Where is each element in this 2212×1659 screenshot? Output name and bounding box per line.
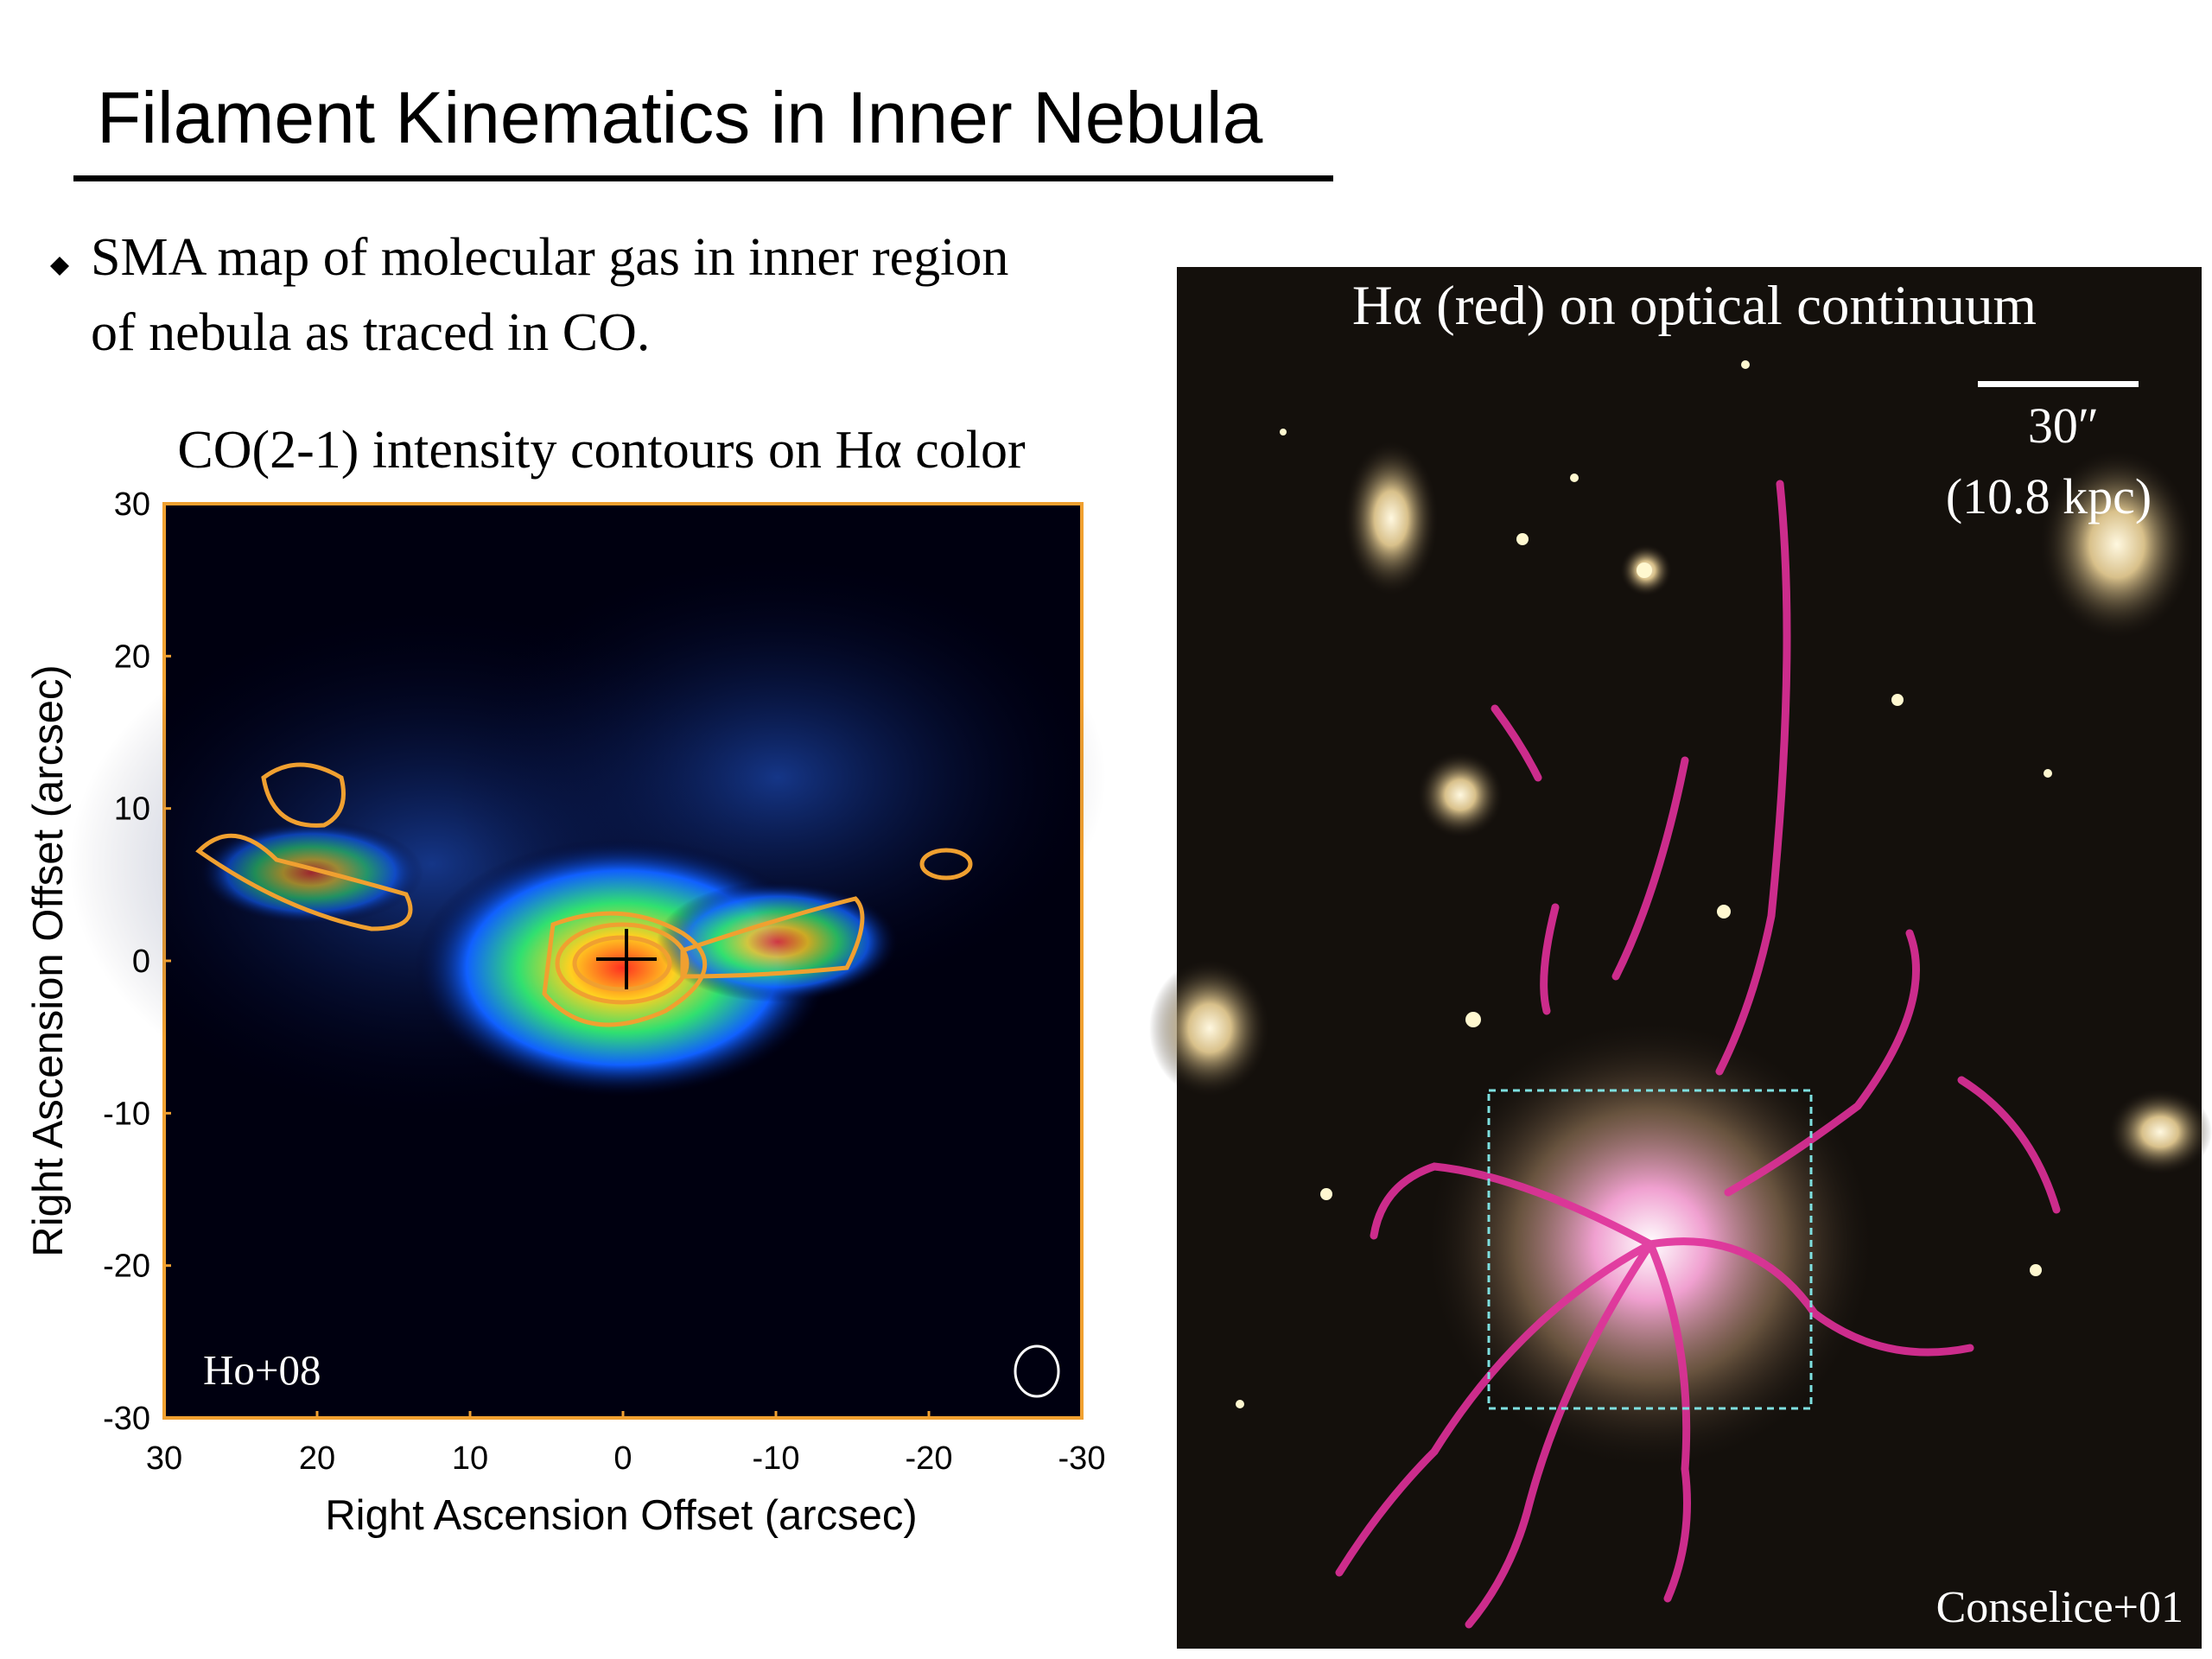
credit: Ho+08 [203, 1346, 321, 1394]
x-tick-label: 20 [299, 1440, 335, 1477]
y-tick-label: -20 [103, 1249, 150, 1285]
credit: Conselice+01 [1936, 1583, 2183, 1632]
x-tick-label: -30 [1058, 1440, 1106, 1477]
optical-image [1149, 267, 2212, 1649]
x-tick-label: 10 [452, 1440, 488, 1477]
scale-label: 30″ [2028, 397, 2099, 454]
y-axis-label: Right Ascension Offset (arcsec) [25, 664, 72, 1256]
x-tick-label: 30 [146, 1440, 182, 1477]
image-caption: Hα (red) on optical continuum [1352, 275, 2037, 337]
co-map [69, 502, 1106, 1420]
y-tick-label: 30 [114, 486, 150, 523]
y-tick-label: -10 [103, 1096, 150, 1132]
slide-title: Filament Kinematics in Inner Nebula [97, 77, 1263, 158]
x-tick-label: 0 [613, 1440, 632, 1477]
bullet-text: SMA map of molecular gas in inner region [91, 228, 1008, 287]
y-tick-label: 10 [114, 791, 150, 828]
x-tick-label: -10 [753, 1440, 800, 1477]
x-tick-label: -20 [906, 1440, 953, 1477]
y-tick-label: 20 [114, 639, 150, 675]
bullet-marker [50, 257, 69, 276]
bullet-text: of nebula as traced in CO. [91, 303, 650, 362]
scale-label: (10.8 kpc) [1946, 468, 2152, 524]
title-underline [73, 175, 1333, 181]
y-tick-label: 0 [132, 944, 150, 980]
plot-title: CO(2-1) intensity contours on Hα color [177, 421, 1026, 480]
y-tick-label: -30 [103, 1401, 150, 1437]
x-axis-label: Right Ascension Offset (arcsec) [325, 1492, 917, 1539]
